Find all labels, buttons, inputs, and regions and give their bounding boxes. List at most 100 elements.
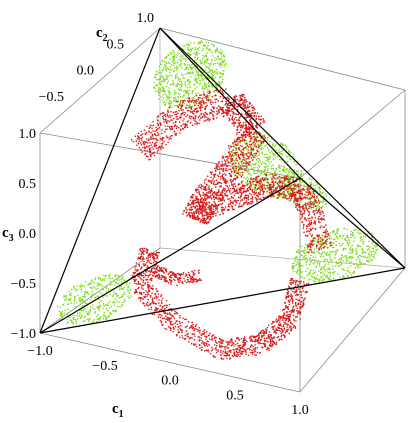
- green-point: [329, 258, 332, 260]
- red-point: [216, 174, 219, 177]
- red-point: [246, 134, 249, 136]
- red-point: [155, 303, 157, 305]
- red-point: [206, 175, 209, 177]
- red-point: [205, 208, 208, 211]
- red-point: [181, 127, 184, 130]
- green-point: [302, 256, 305, 259]
- red-point: [257, 146, 260, 149]
- green-point: [280, 142, 283, 144]
- red-point: [261, 178, 264, 180]
- green-point: [300, 170, 302, 172]
- green-point: [171, 84, 174, 86]
- red-point: [306, 202, 309, 205]
- green-point: [93, 293, 96, 295]
- red-point: [166, 122, 168, 124]
- green-point: [331, 265, 334, 267]
- red-point: [194, 202, 197, 204]
- green-point: [219, 75, 221, 78]
- green-point: [342, 275, 344, 277]
- green-point: [75, 320, 78, 323]
- green-point: [347, 267, 349, 269]
- red-point: [305, 202, 307, 205]
- green-point: [339, 276, 342, 279]
- red-point: [202, 221, 204, 224]
- red-point: [175, 113, 178, 116]
- red-point: [247, 198, 250, 201]
- green-point: [252, 183, 254, 185]
- green-point: [208, 97, 210, 99]
- green-point: [114, 301, 116, 304]
- green-point: [124, 300, 126, 303]
- green-point: [306, 267, 309, 270]
- red-point: [186, 124, 188, 126]
- red-point: [255, 118, 258, 120]
- green-point: [219, 76, 221, 79]
- green-point: [355, 262, 358, 265]
- red-point: [229, 152, 231, 154]
- red-point: [153, 151, 155, 154]
- red-point: [318, 208, 321, 210]
- red-point: [145, 133, 147, 135]
- red-point: [224, 162, 227, 165]
- green-point: [370, 251, 373, 253]
- red-point: [216, 107, 218, 109]
- red-point: [317, 235, 320, 238]
- red-point: [150, 144, 153, 146]
- red-point: [246, 155, 249, 157]
- green-point: [300, 254, 303, 257]
- green-point: [153, 76, 156, 79]
- red-point: [155, 126, 157, 129]
- red-point: [212, 204, 214, 207]
- red-point: [305, 207, 308, 209]
- green-point: [84, 315, 87, 318]
- red-point: [281, 180, 283, 183]
- red-point: [206, 217, 209, 220]
- green-point: [185, 67, 187, 69]
- green-point: [318, 205, 320, 208]
- green-point: [202, 48, 205, 50]
- green-point: [89, 317, 92, 320]
- green-point: [203, 60, 206, 62]
- red-point: [149, 142, 151, 144]
- red-point: [313, 204, 315, 206]
- red-point: [253, 136, 256, 138]
- red-point: [156, 122, 159, 125]
- red-point: [231, 160, 233, 163]
- red-point: [145, 155, 148, 158]
- red-point: [144, 250, 146, 252]
- green-point: [252, 172, 255, 175]
- green-point: [360, 262, 363, 264]
- red-point: [224, 192, 226, 195]
- red-point: [191, 111, 194, 113]
- green-point: [216, 62, 219, 64]
- green-point: [84, 308, 86, 310]
- red-point: [300, 188, 303, 191]
- green-point: [349, 233, 352, 235]
- red-point: [255, 125, 257, 127]
- green-point: [347, 242, 349, 245]
- red-point: [249, 188, 252, 191]
- green-point: [180, 80, 183, 83]
- green-point: [105, 287, 108, 289]
- green-point: [293, 174, 296, 176]
- red-point: [140, 143, 143, 146]
- red-point: [242, 122, 245, 124]
- red-point: [221, 195, 224, 197]
- red-point: [202, 185, 204, 187]
- green-point: [195, 51, 198, 53]
- green-point: [213, 89, 216, 92]
- green-point: [158, 89, 160, 91]
- green-point: [183, 94, 186, 96]
- red-point: [250, 135, 252, 137]
- red-point: [155, 138, 157, 141]
- red-point: [224, 104, 226, 106]
- green-point: [369, 250, 371, 253]
- red-point: [283, 176, 286, 178]
- green-point: [201, 74, 203, 77]
- green-point: [330, 261, 333, 264]
- green-point: [65, 299, 68, 301]
- red-point: [278, 194, 281, 196]
- green-point: [206, 59, 209, 62]
- red-point: [211, 106, 214, 108]
- red-point: [161, 314, 163, 317]
